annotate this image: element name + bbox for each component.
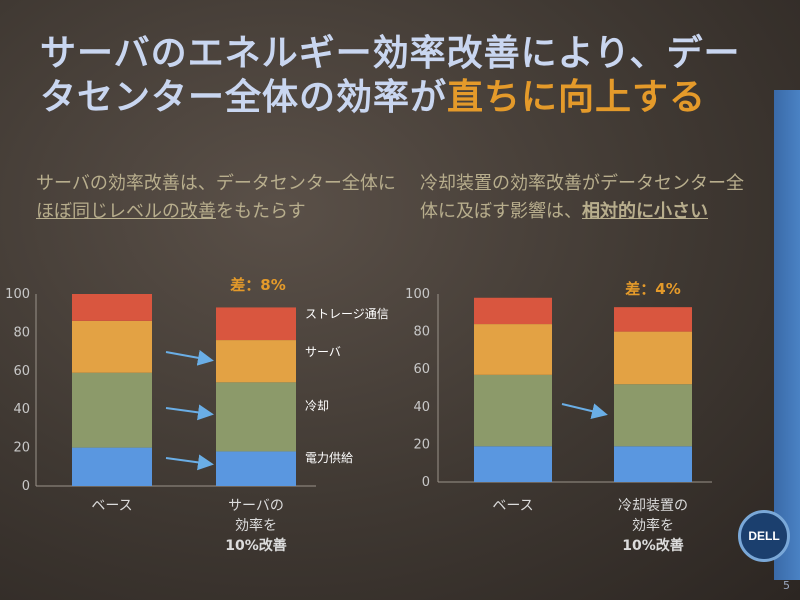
slide-title: サーバのエネルギー効率改善により、データセンター全体の効率が直ちに向上する (40, 32, 760, 120)
comparison-arrow (561, 403, 608, 420)
bar-segment (474, 374, 552, 447)
y-tick-label: 100 (5, 287, 30, 302)
legend-label: サーバ (305, 345, 341, 359)
bar-segment (216, 451, 296, 486)
dell-logo: DELL (738, 510, 790, 562)
x-category-label: 10%改善 (622, 537, 684, 554)
right-note-underlined: 相対的に小さい (582, 201, 708, 222)
bar-segment (216, 382, 296, 452)
legend-label: 冷却 (305, 399, 329, 413)
difference-label: 差：8% (230, 276, 285, 294)
bar-segment (614, 384, 692, 447)
x-category-label: ベース (492, 498, 533, 514)
x-category-label: 10%改善 (225, 537, 287, 554)
y-tick-label: 80 (413, 325, 430, 340)
comparison-arrow (165, 404, 214, 421)
bar-segment (614, 331, 692, 385)
title-main: サーバのエネルギー効率改善により、データセンター全体の効率が (40, 33, 741, 118)
bar-segment (216, 340, 296, 383)
bar-segment (72, 320, 152, 373)
bar-segment (474, 446, 552, 482)
bar-segment (614, 307, 692, 332)
bar-segment (72, 294, 152, 321)
title-highlight: 直ちに向上する (447, 77, 707, 118)
bar-segment (614, 446, 692, 482)
y-tick-label: 100 (405, 287, 430, 302)
bar-segment (474, 297, 552, 325)
y-tick-label: 60 (413, 362, 430, 377)
bar-segment (72, 447, 152, 486)
x-category-label: ベース (91, 498, 132, 514)
bar-segment (216, 307, 296, 341)
legend-label: ストレージ通信 (305, 307, 389, 321)
x-category-label: 効率を (235, 517, 277, 534)
y-tick-label: 60 (13, 364, 30, 379)
bar-segment (474, 324, 552, 375)
left-chart-note: サーバの効率改善は、データセンター全体にほぼ同じレベルの改善をもたらす (36, 170, 396, 226)
right-accent-bar (774, 90, 800, 580)
right-note-text1: 冷却装置の効率改善がデータセンター全体に及ぼす影響は、 (420, 173, 744, 222)
left-note-text2: をもたらす (216, 201, 306, 222)
y-tick-label: 80 (13, 325, 30, 340)
page-number: 5 (783, 579, 790, 592)
difference-label: 差：4% (625, 280, 680, 298)
comparison-arrow (165, 454, 214, 471)
y-tick-label: 40 (13, 402, 30, 417)
y-tick-label: 20 (413, 437, 430, 452)
x-category-label: サーバの (228, 498, 284, 514)
y-tick-label: 0 (422, 475, 430, 490)
left-note-underlined: ほぼ同じレベルの改善 (36, 201, 216, 222)
legend-label: 電力供給 (305, 451, 353, 465)
x-category-label: 効率を (632, 517, 674, 534)
y-tick-label: 0 (22, 479, 30, 494)
y-tick-label: 40 (413, 400, 430, 415)
bar-segment (72, 372, 152, 448)
right-chart-note: 冷却装置の効率改善がデータセンター全体に及ぼす影響は、相対的に小さい (420, 170, 760, 226)
comparison-arrow (165, 349, 214, 366)
x-category-label: 冷却装置の (618, 498, 688, 514)
left-note-text1: サーバの効率改善は、データセンター全体に (36, 173, 396, 194)
y-tick-label: 20 (13, 441, 30, 456)
